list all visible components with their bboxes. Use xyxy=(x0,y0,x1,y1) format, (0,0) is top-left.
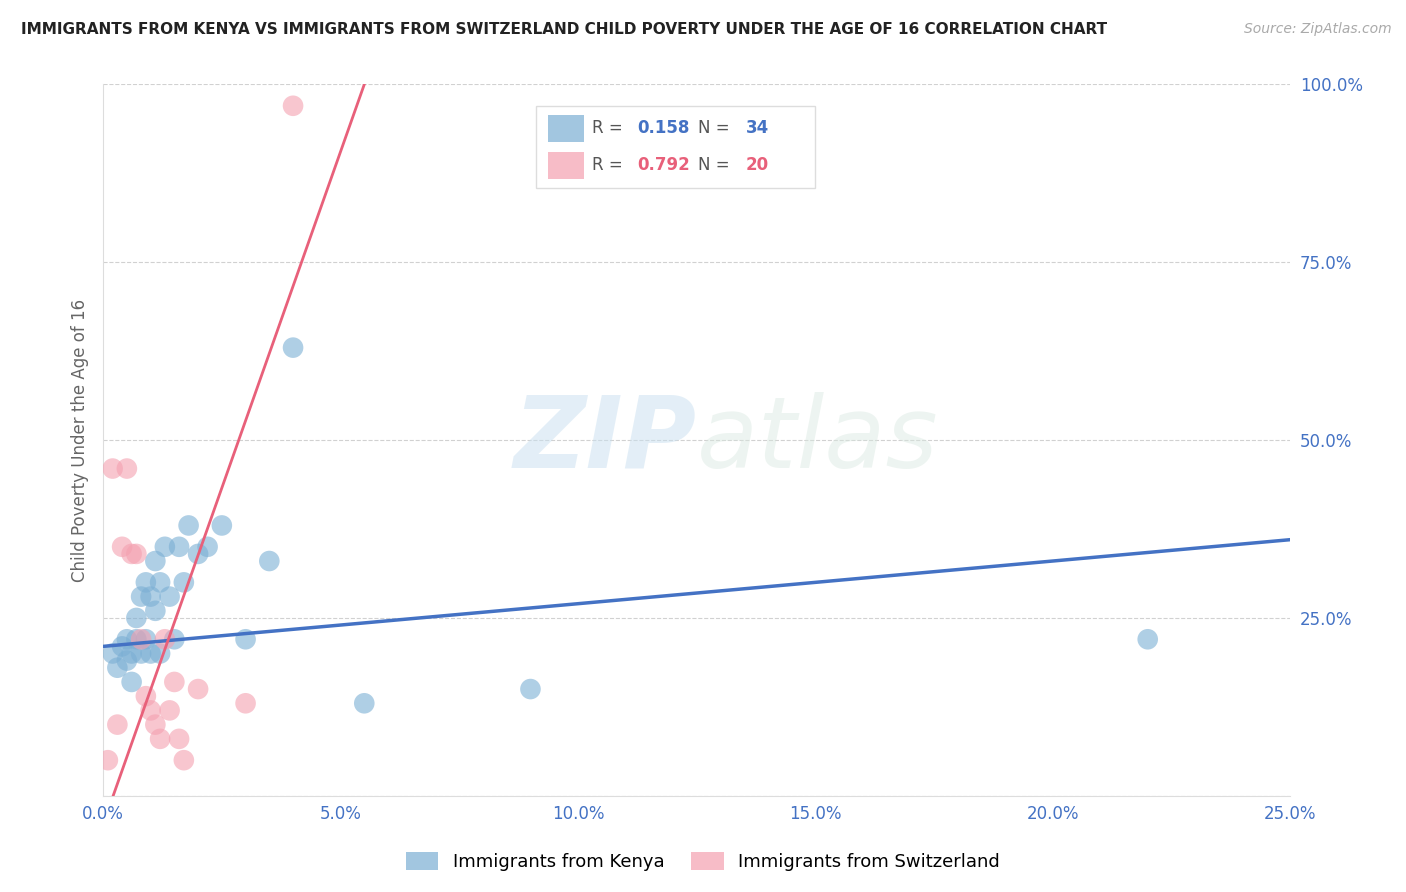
Point xyxy=(143,554,166,568)
Point xyxy=(129,590,152,604)
Point xyxy=(167,731,190,746)
Point xyxy=(159,590,181,604)
Text: ZIP: ZIP xyxy=(513,392,696,489)
Point xyxy=(139,647,162,661)
Point xyxy=(163,675,186,690)
Point xyxy=(139,703,162,717)
Point xyxy=(101,461,124,475)
Point xyxy=(235,696,257,710)
Point xyxy=(115,461,138,475)
Y-axis label: Child Poverty Under the Age of 16: Child Poverty Under the Age of 16 xyxy=(72,299,89,582)
Point xyxy=(259,554,281,568)
Point xyxy=(211,518,233,533)
Point xyxy=(187,681,209,696)
Legend: Immigrants from Kenya, Immigrants from Switzerland: Immigrants from Kenya, Immigrants from S… xyxy=(399,845,1007,879)
Point xyxy=(519,681,541,696)
Point xyxy=(139,590,162,604)
Text: Source: ZipAtlas.com: Source: ZipAtlas.com xyxy=(1244,22,1392,37)
Point xyxy=(149,647,172,661)
Point xyxy=(281,99,304,113)
Point xyxy=(129,632,152,647)
Point xyxy=(149,731,172,746)
Point xyxy=(135,632,157,647)
Point xyxy=(149,575,172,590)
Point xyxy=(121,647,143,661)
Point xyxy=(115,632,138,647)
Point xyxy=(105,717,128,731)
Point xyxy=(1136,632,1159,647)
Point xyxy=(135,575,157,590)
Point xyxy=(143,604,166,618)
Point xyxy=(143,717,166,731)
Point xyxy=(111,640,134,654)
Point xyxy=(173,753,195,767)
Point xyxy=(177,518,200,533)
Point xyxy=(159,703,181,717)
Point xyxy=(235,632,257,647)
Point xyxy=(101,647,124,661)
Point xyxy=(125,547,148,561)
Point xyxy=(105,661,128,675)
Point xyxy=(97,753,120,767)
Point xyxy=(153,632,176,647)
Point xyxy=(163,632,186,647)
Point xyxy=(125,632,148,647)
Point xyxy=(111,540,134,554)
Text: atlas: atlas xyxy=(696,392,938,489)
Point xyxy=(173,575,195,590)
Point xyxy=(121,547,143,561)
Point xyxy=(197,540,219,554)
Point xyxy=(115,654,138,668)
Point xyxy=(121,675,143,690)
Point xyxy=(167,540,190,554)
Point xyxy=(353,696,375,710)
Point xyxy=(187,547,209,561)
Point xyxy=(125,611,148,625)
Point xyxy=(135,689,157,703)
Point xyxy=(153,540,176,554)
Point xyxy=(129,647,152,661)
Point xyxy=(281,341,304,355)
Text: IMMIGRANTS FROM KENYA VS IMMIGRANTS FROM SWITZERLAND CHILD POVERTY UNDER THE AGE: IMMIGRANTS FROM KENYA VS IMMIGRANTS FROM… xyxy=(21,22,1107,37)
